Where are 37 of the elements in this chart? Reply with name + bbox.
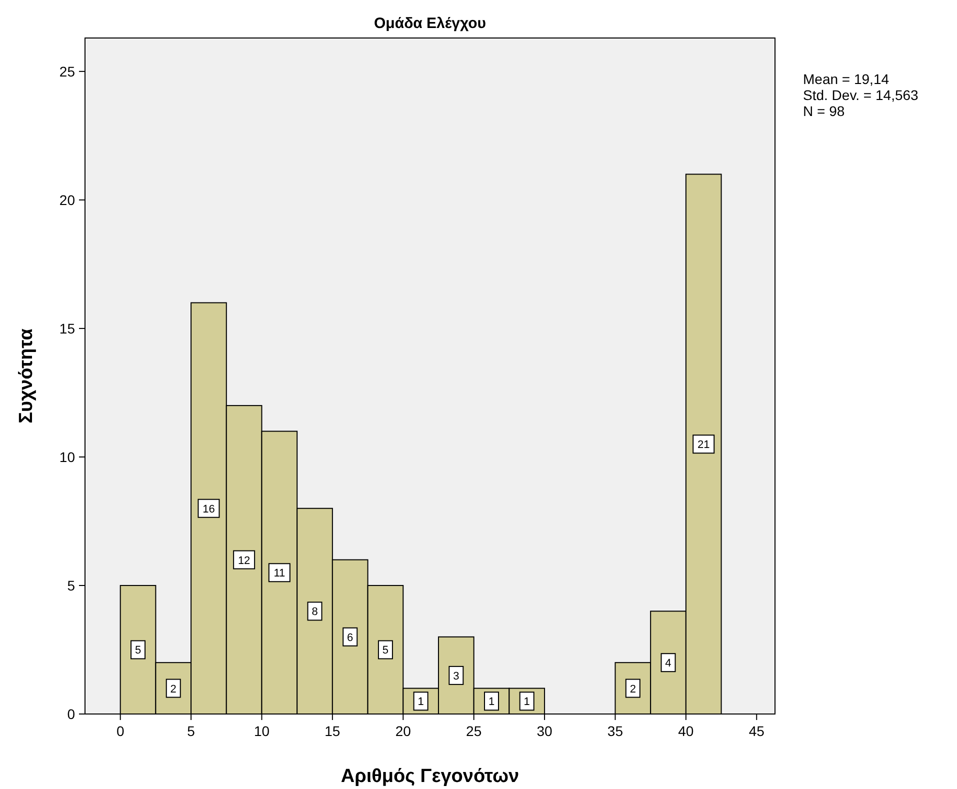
data-label: 12 bbox=[238, 554, 250, 567]
data-label: 6 bbox=[347, 632, 354, 644]
y-axis-title: Συχνότητα bbox=[16, 328, 37, 424]
x-axis-title: Αριθμός Γεγονότων bbox=[340, 766, 520, 787]
data-label: 3 bbox=[453, 670, 460, 682]
data-label: 5 bbox=[134, 644, 142, 657]
data-label: 2 bbox=[630, 683, 636, 696]
data-label: 5 bbox=[382, 644, 389, 657]
y-tick-label: 10 bbox=[59, 448, 76, 465]
data-label: 4 bbox=[665, 658, 672, 670]
text: Mean = 19,14 bbox=[803, 71, 890, 87]
data-label: 1 bbox=[418, 696, 424, 708]
data-label: 1 bbox=[524, 696, 530, 708]
x-tick-label: 25 bbox=[466, 723, 482, 739]
data-label: 1 bbox=[488, 696, 495, 708]
y-tick-label: 5 bbox=[67, 577, 76, 594]
x-tick-label: 30 bbox=[536, 723, 553, 739]
x-tick-label: 15 bbox=[324, 723, 340, 739]
text: N = 98 bbox=[803, 103, 845, 119]
y-tick-label: 20 bbox=[59, 192, 76, 208]
text: Std. Dev. = 14,563 bbox=[803, 87, 919, 103]
x-tick-label: 40 bbox=[678, 723, 694, 739]
y-tick-label: 25 bbox=[59, 63, 76, 80]
x-tick-label: 20 bbox=[395, 723, 412, 739]
y-tick-label: 15 bbox=[59, 320, 76, 336]
data-label: 21 bbox=[697, 439, 710, 452]
chart-title: Ομάδα Ελέγχου bbox=[374, 15, 486, 32]
y-tick-label: 0 bbox=[67, 706, 76, 722]
x-tick-label: 0 bbox=[116, 723, 124, 739]
x-tick-label: 5 bbox=[187, 723, 196, 739]
x-tick-label: 10 bbox=[254, 723, 270, 739]
x-tick-label: 35 bbox=[607, 723, 624, 739]
data-label: 8 bbox=[312, 606, 318, 618]
data-label: 11 bbox=[274, 568, 286, 580]
data-label: 2 bbox=[170, 683, 176, 696]
x-tick-label: 45 bbox=[748, 723, 765, 739]
data-label: 16 bbox=[202, 503, 215, 516]
